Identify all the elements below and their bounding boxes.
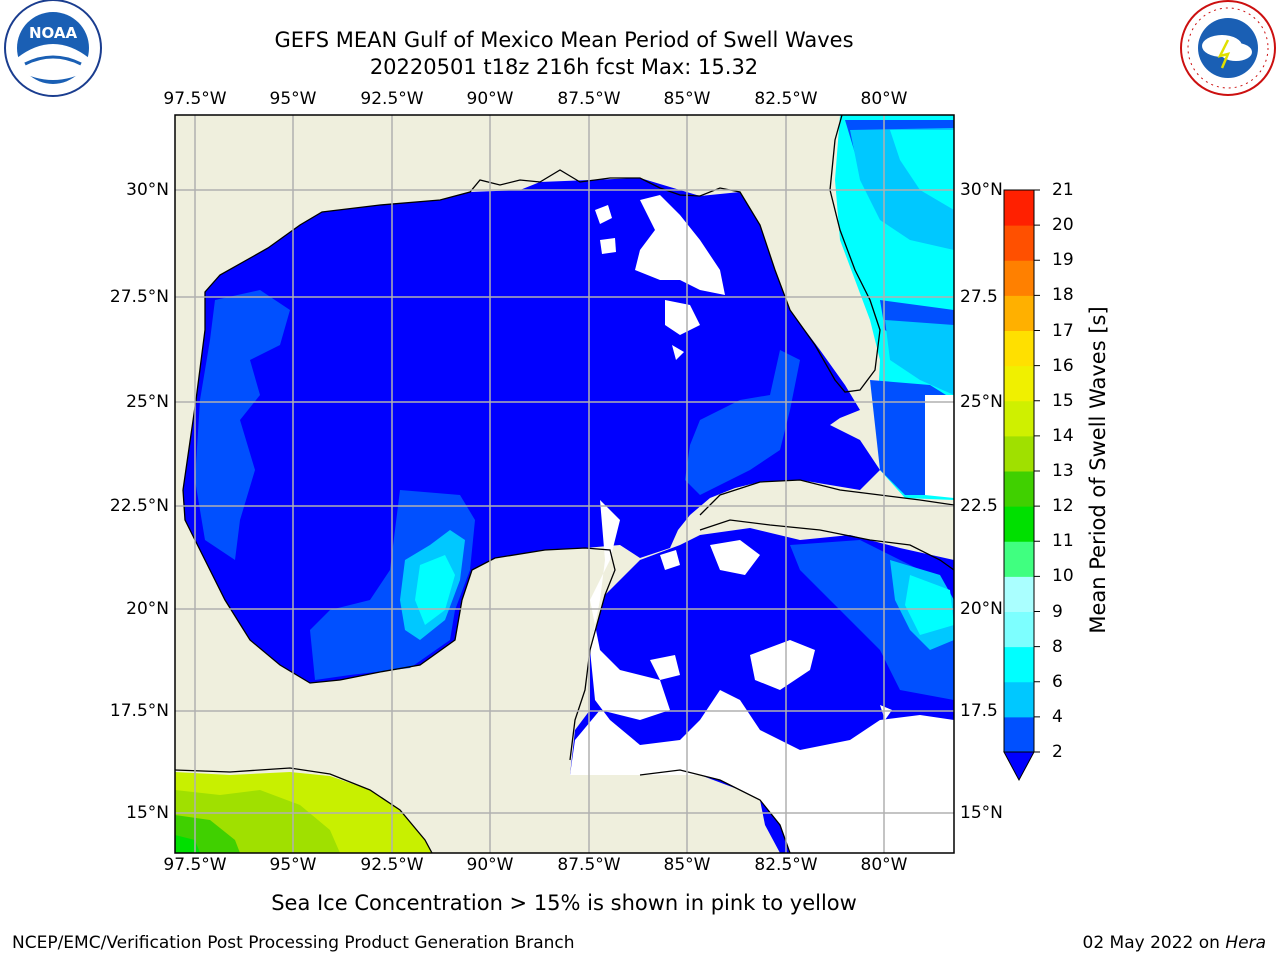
nws-logo — [1180, 0, 1276, 96]
lon-tick-top: 82.5°W — [754, 89, 818, 109]
colorbar-segment — [1004, 295, 1034, 331]
colorbar-segment — [1004, 400, 1034, 437]
noaa-logo: NOAA — [4, 0, 102, 97]
map-area — [175, 115, 954, 853]
lon-tick-top: 97.5°W — [163, 89, 227, 109]
lat-tick-right: 30°N — [960, 180, 1003, 200]
colorbar-segment — [1004, 541, 1034, 577]
lon-tick-bottom: 95°W — [269, 855, 317, 875]
colorbar-tick-label: 2 — [1052, 742, 1063, 762]
lat-tick-left: 30°N — [126, 180, 169, 200]
colorbar-tick-label: 13 — [1052, 461, 1074, 481]
missing-data-patches — [570, 195, 954, 853]
colorbar-tick-label: 19 — [1052, 250, 1074, 271]
colorbar-segment — [1004, 716, 1034, 753]
colorbar-segment — [1004, 681, 1034, 718]
lat-tick-right: 27.5 — [960, 287, 998, 307]
lon-tick-top: 80°W — [860, 89, 908, 109]
lat-tick-right: 17.5 — [960, 701, 998, 721]
lat-tick-right: 25°N — [960, 392, 1003, 412]
lat-tick-right: 15°N — [960, 803, 1003, 823]
colorbar-segment — [1004, 190, 1034, 226]
graticule — [175, 115, 954, 853]
lat-tick-right: 20°N — [960, 599, 1003, 619]
colorbar-tick-label: 18 — [1052, 285, 1074, 306]
colorbar-tick-label: 6 — [1052, 671, 1063, 692]
colorbar-tick-label: 12 — [1052, 496, 1074, 517]
lat-tick-left: 27.5°N — [109, 287, 169, 307]
map-frame — [174, 114, 955, 854]
chart-subtitle: 20220501 t18z 216h fcst Max: 15.32 — [369, 55, 759, 79]
gulf-ocean — [183, 178, 880, 683]
lon-tick-top: 90°W — [466, 89, 514, 109]
lon-tick-bottom: 87.5°W — [557, 855, 621, 875]
colorbar-tick-label: 9 — [1052, 601, 1063, 622]
colorbar-tick-label: 20 — [1052, 215, 1074, 236]
lon-tick-bottom: 92.5°W — [360, 855, 424, 875]
colorbar-segment — [1004, 611, 1034, 648]
colorbar-segment — [1004, 225, 1034, 261]
colorbar-segment — [1004, 260, 1034, 296]
coastlines — [175, 115, 954, 853]
credit-text: NCEP/EMC/Verification Post Processing Pr… — [12, 933, 575, 953]
colorbar-tick-label: 4 — [1052, 706, 1063, 727]
lon-tick-bottom: 97.5°W — [163, 855, 227, 875]
sea-ice-note: Sea Ice Concentration > 15% is shown in … — [271, 891, 857, 915]
colorbar-segment — [1004, 646, 1034, 683]
colorbar-tick-label: 16 — [1052, 355, 1074, 376]
colorbar-under-arrow — [1003, 751, 1035, 782]
chart-title: GEFS MEAN Gulf of Mexico Mean Period of … — [274, 28, 854, 52]
lon-tick-top: 87.5°W — [557, 89, 621, 109]
lon-tick-bottom: 82.5°W — [754, 855, 818, 875]
colorbar-tick-label: 21 — [1052, 180, 1074, 200]
colorbar-tick-label: 8 — [1052, 636, 1063, 657]
lon-tick-bottom: 85°W — [663, 855, 711, 875]
lon-tick-bottom: 80°W — [860, 855, 908, 875]
date-text: 02 May 2022 on Hera — [1082, 933, 1267, 953]
colorbar-segment — [1004, 330, 1034, 367]
colorbar-segment — [1004, 365, 1034, 402]
lat-tick-left: 15°N — [126, 803, 169, 823]
colorbar-tick-label: 11 — [1052, 531, 1074, 552]
colorbar-title: Mean Period of Swell Waves [s] — [1086, 306, 1110, 634]
lon-tick-top: 92.5°W — [360, 89, 424, 109]
colorbar-segment — [1004, 576, 1034, 612]
lon-tick-bottom: 90°W — [466, 855, 514, 875]
colorbar-tick-label: 10 — [1052, 566, 1074, 587]
lat-tick-left: 17.5°N — [109, 701, 169, 721]
colorbar — [1003, 189, 1040, 782]
lat-tick-right: 22.5 — [960, 496, 998, 516]
lat-tick-left: 22.5°N — [109, 496, 169, 516]
svg-text:NOAA: NOAA — [29, 24, 78, 42]
colorbar-segment — [1004, 506, 1034, 542]
colorbar-tick-label: 15 — [1052, 390, 1074, 411]
lon-tick-top: 85°W — [663, 89, 711, 109]
lat-tick-left: 25°N — [126, 392, 169, 412]
lon-tick-top: 95°W — [269, 89, 317, 109]
colorbar-segment — [1004, 435, 1034, 472]
lat-tick-left: 20°N — [126, 599, 169, 619]
colorbar-tick-label: 17 — [1052, 320, 1074, 341]
pacific-waves — [175, 772, 432, 853]
colorbar-segment — [1004, 471, 1034, 507]
colorbar-tick-label: 14 — [1052, 425, 1074, 446]
